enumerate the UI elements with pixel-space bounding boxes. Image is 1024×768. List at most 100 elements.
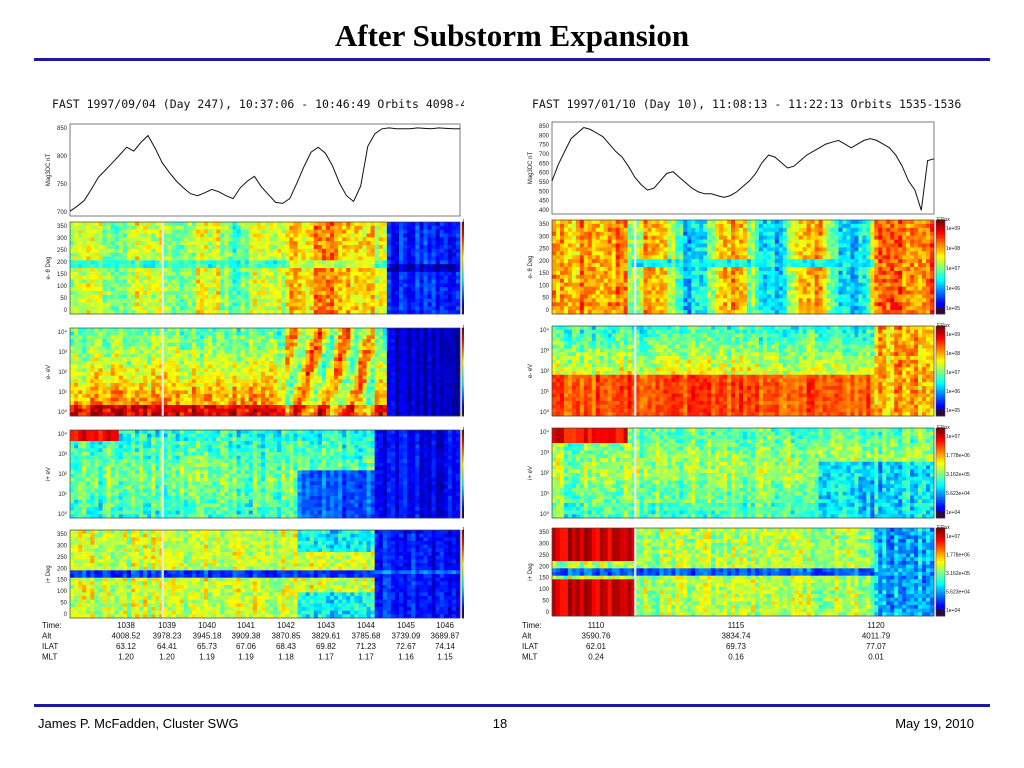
- spectrogram-cell: [240, 271, 246, 277]
- spectrogram-cell: [204, 357, 209, 362]
- spectrogram-cell: [208, 268, 213, 273]
- spectrogram-cell: [143, 225, 148, 231]
- spectrogram-cell: [366, 222, 371, 227]
- spectrogram-cell: [224, 291, 229, 296]
- spectrogram-cell: [386, 401, 392, 406]
- spectrogram-cell: [224, 390, 229, 395]
- spectrogram-cell: [70, 252, 75, 257]
- spectrogram-cell: [269, 342, 274, 347]
- spectrogram-cell: [269, 408, 274, 413]
- spectrogram-cell: [443, 328, 449, 333]
- spectrogram-cell: [118, 383, 124, 388]
- spectrogram-cell: [439, 287, 445, 292]
- spectrogram-cell: [220, 268, 225, 273]
- spectrogram-cell: [390, 310, 396, 315]
- spectrogram-cell: [118, 252, 124, 257]
- spectrogram-cell: [382, 386, 388, 391]
- spectrogram-cell: [293, 256, 298, 261]
- spectrogram-cell: [366, 368, 371, 373]
- spectrogram-cell: [82, 248, 87, 254]
- mag-panel-frame: [69, 123, 461, 217]
- spectrogram-cell: [135, 306, 140, 311]
- spectrogram-cell: [382, 342, 388, 347]
- spectrogram-cell: [114, 397, 120, 402]
- spectrogram-cell: [208, 252, 213, 257]
- spectrogram-cell: [236, 222, 241, 227]
- spectrogram-cell: [110, 306, 116, 311]
- spectrogram-cell: [240, 233, 246, 238]
- spectrogram-cell: [195, 310, 201, 315]
- spectrogram-cell: [98, 477, 103, 482]
- spectrogram-cell: [240, 260, 246, 265]
- spectrogram-cell: [265, 357, 270, 362]
- spectrogram-cell: [386, 264, 392, 269]
- spectrogram-cell: [273, 339, 278, 344]
- spectrogram-cell: [350, 386, 355, 391]
- colorbar-step: [462, 352, 464, 355]
- colorbar-step: [462, 284, 464, 287]
- spectrogram-cell: [244, 306, 250, 311]
- spectrogram-cell: [204, 245, 209, 250]
- spectrogram-cell: [419, 237, 424, 242]
- spectrogram-cell: [427, 372, 432, 377]
- spectrogram-cell: [346, 372, 351, 377]
- spectrogram-cell: [204, 397, 209, 402]
- spectrogram-cell: [216, 397, 221, 402]
- spectrogram-cell: [455, 256, 461, 261]
- spectrogram-cell: [419, 375, 424, 380]
- spectrogram-cell: [321, 256, 327, 261]
- spectrogram-cell: [110, 386, 116, 391]
- spectrogram-cell: [126, 368, 132, 373]
- spectrogram-cell: [390, 375, 396, 380]
- spectrogram-cell: [403, 252, 408, 257]
- spectrogram-cell: [224, 233, 229, 238]
- spectrogram-cell: [183, 394, 189, 399]
- spectrogram-cell: [232, 342, 237, 347]
- spectrogram-cell: [110, 361, 116, 366]
- spectrogram-cell: [395, 294, 400, 300]
- spectrogram-cell: [273, 361, 278, 366]
- spectrogram-cell: [374, 279, 380, 284]
- spectrogram-cell: [216, 306, 221, 311]
- colorbar-step: [462, 383, 464, 386]
- spectrogram-cell: [277, 310, 282, 315]
- spectrogram-cell: [220, 245, 225, 250]
- spectrogram-cell: [175, 390, 181, 395]
- spectrogram-cell: [252, 375, 258, 380]
- spectrogram-cell: [281, 346, 286, 351]
- spectrogram-cell: [159, 275, 164, 280]
- spectrogram-cell: [317, 237, 323, 242]
- spectrogram-cell: [86, 412, 91, 417]
- spectrogram-cell: [155, 364, 160, 369]
- spectrogram-cell: [265, 306, 270, 311]
- spectrogram-cell: [90, 368, 95, 373]
- spectrogram-cell: [301, 375, 306, 380]
- spectrogram-cell: [435, 372, 441, 377]
- spectrogram-cell: [216, 368, 221, 373]
- spectrogram-cell: [228, 368, 233, 373]
- spectrogram-cell: [118, 268, 124, 273]
- spectrogram-cell: [390, 361, 396, 366]
- spectrogram-cell: [301, 401, 306, 406]
- spectrogram-cell: [293, 291, 298, 296]
- y-tick-label: 10³: [58, 350, 67, 356]
- spectrogram-cell: [70, 383, 75, 388]
- spectrogram-cell: [175, 222, 181, 227]
- spectrogram-cell: [301, 397, 306, 402]
- spectrogram-cell: [451, 350, 457, 355]
- spectrogram-cell: [374, 372, 380, 377]
- spectrogram-cell: [187, 408, 193, 413]
- spectrogram-cell: [82, 441, 87, 446]
- spectrogram-cell: [228, 306, 233, 311]
- spectrogram-cell: [407, 339, 412, 344]
- spectrogram-cell: [110, 353, 116, 358]
- spectrogram-cell: [305, 291, 311, 296]
- spectrogram-cell: [395, 225, 400, 231]
- spectrogram-cell: [240, 375, 246, 380]
- spectrogram-cell: [122, 394, 128, 399]
- spectrogram-cell: [191, 412, 197, 417]
- spectrogram-cell: [269, 233, 274, 238]
- spectrogram-cell: [110, 346, 116, 351]
- spectrogram-cell: [338, 310, 343, 315]
- colorbar-step: [462, 263, 464, 267]
